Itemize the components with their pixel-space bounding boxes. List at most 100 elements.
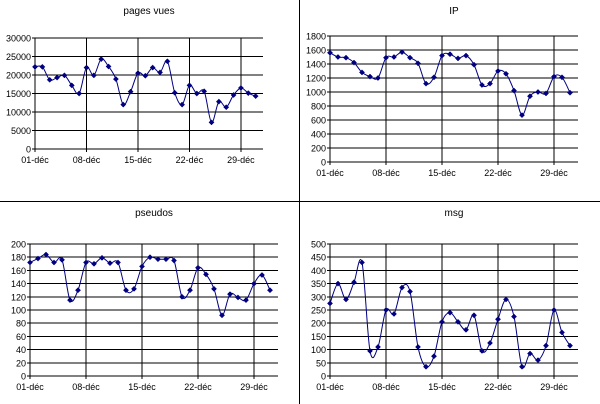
- data-point: [259, 272, 265, 278]
- data-point: [455, 55, 461, 62]
- data-point: [519, 363, 525, 370]
- data-point: [407, 288, 413, 295]
- series-line: [29, 253, 271, 316]
- data-point: [179, 293, 185, 300]
- data-point: [243, 297, 249, 304]
- data-point: [219, 312, 225, 319]
- x-tick-label: 29-déc: [540, 382, 568, 392]
- x-tick-label: 15-déc: [128, 382, 156, 392]
- data-point: [235, 294, 241, 301]
- data-point: [455, 318, 461, 325]
- data-point: [431, 74, 437, 81]
- data-point: [439, 52, 445, 59]
- y-tick-label: 0: [21, 372, 26, 382]
- data-point: [567, 89, 573, 96]
- data-point: [163, 256, 169, 263]
- data-point: [439, 318, 445, 325]
- data-point: [527, 350, 533, 357]
- data-point: [399, 284, 405, 291]
- data-point: [155, 256, 161, 263]
- data-point: [367, 347, 373, 354]
- data-point: [327, 49, 333, 56]
- data-point: [107, 260, 113, 267]
- y-tick-label: 150: [311, 332, 326, 342]
- y-tick-label: 140: [11, 279, 26, 289]
- data-point: [327, 300, 333, 307]
- x-tick-label: 01-déc: [21, 155, 49, 165]
- data-point: [68, 82, 75, 89]
- data-point: [383, 54, 389, 61]
- data-point: [335, 54, 341, 60]
- data-point: [391, 311, 397, 317]
- data-point: [227, 291, 233, 298]
- chart-panel-msg: msg 0 50 100 150 200 250 300 350 400 450 500 01-déc 0…: [300, 202, 600, 404]
- data-point: [230, 92, 237, 98]
- y-tick-label: 80: [16, 319, 26, 329]
- data-point: [487, 340, 493, 346]
- chart-pseudos: pseudos 0 20 40 60 80 100 120 140 160 180 200 01-déc…: [11, 208, 278, 392]
- data-point: [131, 285, 137, 292]
- data-point: [503, 296, 509, 303]
- data-point: [105, 63, 112, 70]
- y-tick-label: 5000: [11, 126, 31, 136]
- data-point: [76, 90, 83, 97]
- data-point: [519, 112, 525, 119]
- data-point: [423, 80, 429, 87]
- data-point: [39, 63, 46, 70]
- chart-panel-pages-vues: pages vues 0 5000 10000 15000 20000 25000 30000…: [0, 0, 300, 202]
- data-point: [83, 64, 90, 71]
- y-tick-label: 15000: [6, 89, 31, 99]
- data-point: [471, 61, 477, 68]
- data-point: [195, 264, 201, 271]
- y-tick-label: 450: [311, 253, 326, 263]
- y-tick-label: 400: [311, 266, 326, 276]
- data-point: [559, 329, 565, 336]
- data-point: [399, 49, 405, 56]
- x-tick-label: 01-déc: [16, 382, 44, 392]
- y-tick-label: 250: [311, 306, 326, 316]
- x-tick-label: 08-déc: [72, 382, 100, 392]
- data-point: [503, 70, 509, 77]
- y-tick-label: 180: [11, 253, 26, 263]
- data-point: [98, 56, 105, 63]
- data-point: [75, 287, 81, 294]
- y-tick-label: 200: [11, 240, 26, 250]
- data-point: [59, 256, 65, 263]
- y-tick-label: 800: [311, 102, 326, 112]
- data-point: [201, 88, 208, 95]
- x-tick-label: 29-déc: [240, 382, 268, 392]
- data-point: [423, 363, 429, 370]
- data-point: [135, 70, 141, 77]
- y-tick-label: 120: [11, 292, 26, 302]
- y-tick-label: 1400: [306, 60, 326, 70]
- data-point: [559, 74, 565, 81]
- data-point: [543, 90, 549, 97]
- data-point: [157, 69, 163, 76]
- data-point: [351, 279, 357, 286]
- data-point: [543, 342, 549, 349]
- data-point: [215, 98, 222, 105]
- data-point: [251, 280, 257, 287]
- chart-panel-ip: IP 0 200 400 600 800 1000 1200 1400 1600 1800 01-dé…: [300, 0, 600, 202]
- chart-pages-vues: pages vues 0 5000 10000 15000 20000 25000 30000…: [6, 6, 263, 165]
- data-point: [463, 52, 469, 59]
- data-point: [535, 89, 541, 95]
- data-point: [359, 69, 365, 76]
- data-point: [359, 259, 365, 266]
- data-point: [35, 255, 41, 262]
- data-point: [383, 307, 389, 313]
- y-tick-label: 1200: [306, 74, 326, 84]
- data-point: [123, 287, 129, 294]
- data-point: [223, 104, 230, 111]
- data-point: [67, 297, 73, 304]
- data-point: [27, 259, 33, 266]
- y-tick-label: 0: [26, 145, 31, 155]
- data-point: [193, 90, 200, 97]
- y-tick-label: 100: [311, 345, 326, 355]
- y-tick-label: 60: [16, 332, 26, 342]
- data-point: [32, 63, 38, 70]
- chart-msg: msg 0 50 100 150 200 250 300 350 400 450 500 01-déc 0…: [311, 208, 578, 392]
- data-point: [120, 101, 127, 108]
- y-tick-label: 600: [311, 116, 326, 126]
- data-point: [343, 296, 349, 303]
